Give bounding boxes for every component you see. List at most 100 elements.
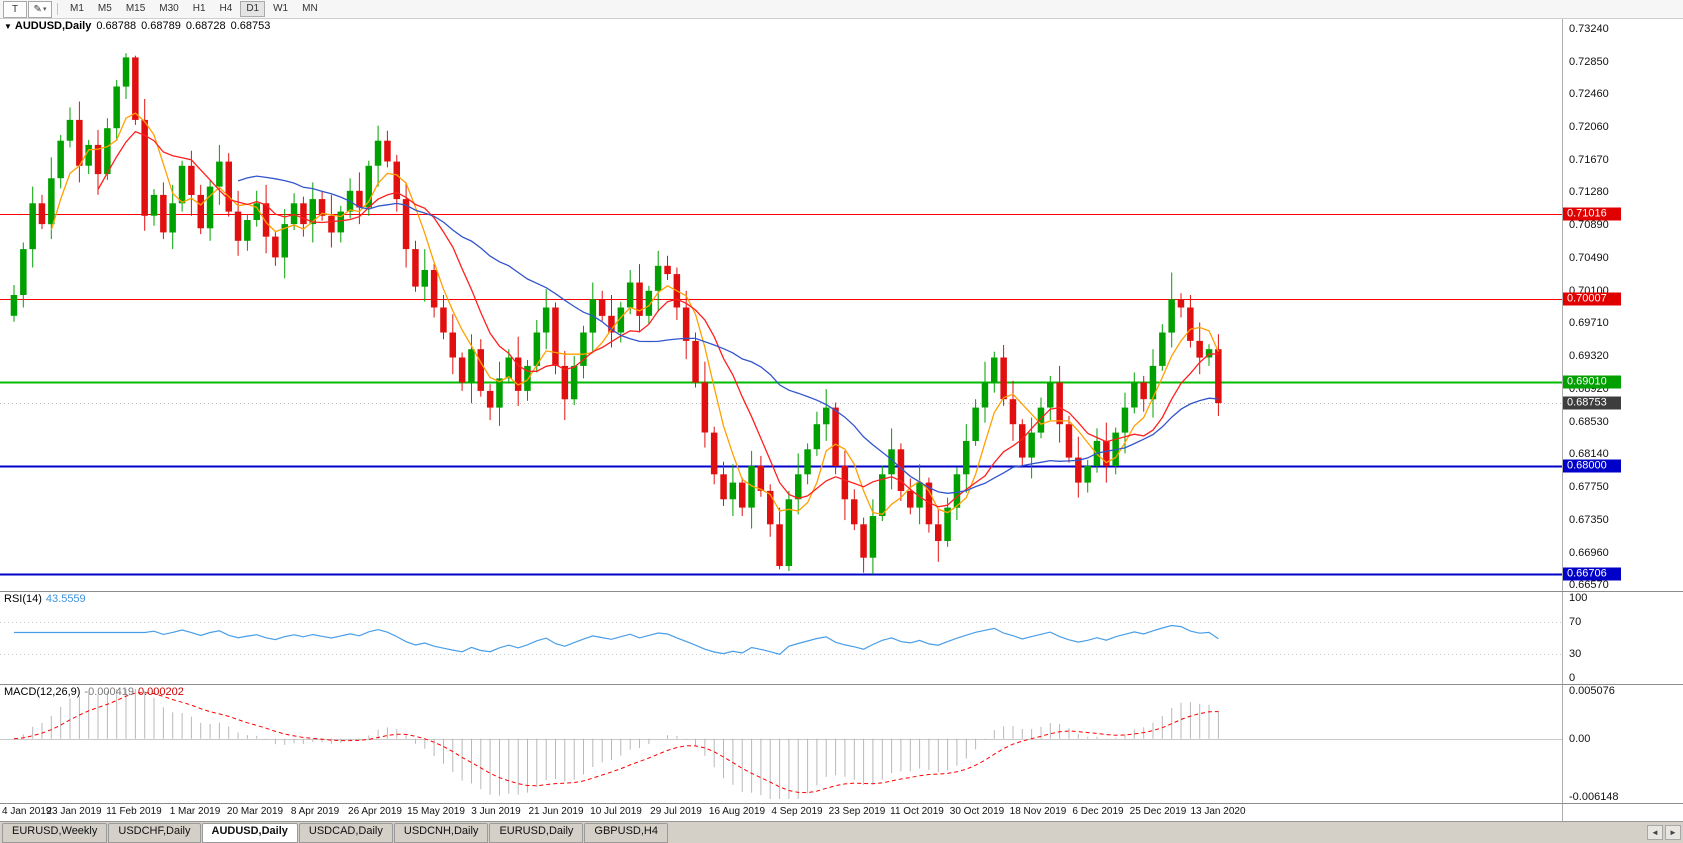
price-tick: 0.70890: [1569, 219, 1609, 231]
price-tick: 0.71280: [1569, 186, 1609, 198]
draw-tool-button[interactable]: ✎ ▾: [28, 0, 52, 18]
collapse-chart-icon[interactable]: ▼: [4, 22, 12, 31]
rsi-tick: 0: [1569, 672, 1576, 684]
date-label: 11 Oct 2019: [890, 806, 944, 817]
price-line-label: 0.66706: [1563, 567, 1621, 581]
price-tick: 0.70490: [1569, 252, 1609, 264]
timeframe-button-w1[interactable]: W1: [273, 3, 289, 14]
price-tick: 0.72060: [1569, 121, 1609, 133]
price-line-label: 0.68000: [1563, 459, 1621, 473]
tabs-scroll-right-button[interactable]: ►: [1665, 825, 1681, 840]
text-tool-button[interactable]: T: [3, 0, 27, 18]
timeframe-button-m5[interactable]: M5: [97, 3, 112, 14]
date-label: 10 Jul 2019: [590, 806, 642, 817]
toolbar: T ✎ ▾ M1 M5 M15 M30 H1 H4 D1 W1 MN: [0, 0, 1683, 19]
price-line-label: 0.70007: [1563, 292, 1621, 306]
macd-tick: 0.005076: [1569, 685, 1615, 697]
date-label: 6 Dec 2019: [1072, 806, 1124, 817]
price-panel: ▼ AUDUSD,Daily 0.68788 0.68789 0.68728 0.6875…: [0, 19, 1683, 591]
time-axis[interactable]: 4 Jan 2019 23 Jan 2019 11 Feb 2019 1 Mar 20…: [0, 804, 1562, 821]
macd-signal-value: 0.000202: [137, 686, 184, 698]
price-tick: 0.67350: [1569, 514, 1609, 526]
date-label: 29 Jul 2019: [650, 806, 702, 817]
rsi-tick: 30: [1569, 648, 1582, 660]
date-label: 1 Mar 2019: [169, 806, 221, 817]
rsi-label: RSI(14): [4, 593, 42, 605]
rsi-value: 43.5559: [45, 593, 86, 605]
rsi-axis[interactable]: 100 70 30 0: [1562, 592, 1683, 684]
date-label: 30 Oct 2019: [949, 806, 1005, 817]
chart-tab-audusd-daily[interactable]: AUDUSD,Daily: [201, 822, 298, 843]
rsi-panel: RSI(14) 43.5559 100 70 30 0: [0, 591, 1683, 684]
chart-title: ▼ AUDUSD,Daily 0.68788 0.68789 0.68728 0.6875…: [4, 20, 270, 32]
date-label: 18 Nov 2019: [1009, 806, 1067, 817]
date-label: 4 Sep 2019: [771, 806, 823, 817]
chart-tab-gbpusd-h4[interactable]: GBPUSD,H4: [584, 822, 668, 843]
price-line-label: 0.71016: [1563, 207, 1621, 221]
price-tick: 0.68530: [1569, 416, 1609, 428]
rsi-chart[interactable]: RSI(14) 43.5559: [0, 592, 1562, 684]
date-label: 15 May 2019: [407, 806, 465, 817]
date-label: 16 Aug 2019: [708, 806, 766, 817]
chart-tab-eurusd-weekly[interactable]: EURUSD,Weekly: [2, 822, 108, 843]
timeframe-button-h4[interactable]: H4: [219, 3, 233, 14]
price-chart[interactable]: ▼ AUDUSD,Daily 0.68788 0.68789 0.68728 0.6875…: [0, 19, 1562, 591]
chart-tab-eurusd-daily[interactable]: EURUSD,Daily: [489, 822, 584, 843]
pencil-icon: ✎: [33, 3, 42, 15]
date-label: 3 Jun 2019: [471, 806, 521, 817]
date-label: 4 Jan 2019: [2, 806, 52, 817]
timeframe-button-m1[interactable]: M1: [70, 3, 84, 14]
tab-scroll-buttons: ◄ ►: [1647, 825, 1681, 840]
timeframe-button-mn[interactable]: MN: [302, 3, 318, 14]
time-axis-corner: [1562, 804, 1683, 821]
price-line-label: 0.68753: [1563, 396, 1621, 410]
macd-label: MACD(12,26,9): [4, 686, 81, 698]
date-label: 25 Dec 2019: [1129, 806, 1187, 817]
timeframe-button-m15[interactable]: M15: [125, 3, 146, 14]
chart-tab-usdchf-daily[interactable]: USDCHF,Daily: [108, 822, 201, 843]
macd-value: -0.000419: [84, 686, 134, 698]
chart-tab-usdcnh-daily[interactable]: USDCNH,Daily: [393, 822, 489, 843]
macd-tick: 0.00: [1569, 733, 1591, 745]
rsi-tick: 70: [1569, 616, 1582, 628]
price-tick: 0.71670: [1569, 154, 1609, 166]
time-axis-row: 4 Jan 2019 23 Jan 2019 11 Feb 2019 1 Mar 20…: [0, 803, 1683, 821]
price-tick: 0.73240: [1569, 23, 1609, 35]
date-label: 23 Jan 2019: [46, 806, 102, 817]
macd-axis[interactable]: 0.005076 0.00 -0.006148: [1562, 685, 1683, 803]
price-tick: 0.72460: [1569, 88, 1609, 100]
tabs-scroll-left-button[interactable]: ◄: [1647, 825, 1663, 840]
date-label: 23 Sep 2019: [828, 806, 886, 817]
chart-tabs: EURUSD,Weekly USDCHF,Daily AUDUSD,Daily USD…: [2, 822, 669, 843]
chart-window: ▼ AUDUSD,Daily 0.68788 0.68789 0.68728 0.6875…: [0, 19, 1683, 821]
high-value: 0.68789: [141, 20, 181, 32]
date-label: 8 Apr 2019: [290, 806, 340, 817]
price-tick: 0.66570: [1569, 579, 1609, 591]
price-axis[interactable]: 0.73240 0.72850 0.72460 0.72060 0.71670 0.712…: [1562, 19, 1683, 591]
low-value: 0.68728: [185, 20, 226, 32]
open-value: 0.68788: [96, 20, 137, 32]
date-label: 26 Apr 2019: [348, 806, 402, 817]
rsi-title: RSI(14) 43.5559: [4, 593, 86, 605]
price-tick: 0.66960: [1569, 547, 1609, 559]
price-line-label: 0.69010: [1563, 375, 1621, 389]
price-tick: 0.72850: [1569, 56, 1609, 68]
price-tick: 0.69710: [1569, 317, 1609, 329]
timeframe-button-m30[interactable]: M30: [159, 3, 179, 14]
timeframe-button-d1[interactable]: D1: [240, 1, 266, 17]
price-tick: 0.69320: [1569, 350, 1609, 362]
timeframe-button-h1[interactable]: H1: [192, 3, 206, 14]
chart-tab-usdcad-daily[interactable]: USDCAD,Daily: [298, 822, 393, 843]
price-tick: 0.67750: [1569, 481, 1609, 493]
date-label: 20 Mar 2019: [226, 806, 284, 817]
rsi-tick: 100: [1569, 592, 1588, 604]
chevron-down-icon: ▾: [42, 6, 47, 13]
macd-tick: -0.006148: [1569, 791, 1619, 803]
close-value: 0.68753: [230, 20, 271, 32]
chart-symbol-label: AUDUSD,Daily: [14, 20, 92, 32]
macd-chart[interactable]: MACD(12,26,9) -0.000419 0.000202: [0, 685, 1562, 803]
date-label: 13 Jan 2020: [1190, 806, 1246, 817]
timeframe-buttons: M1 M5 M15 M30 H1 H4 D1 W1 MN: [63, 1, 325, 17]
macd-title: MACD(12,26,9) -0.000419 0.000202: [4, 686, 184, 698]
